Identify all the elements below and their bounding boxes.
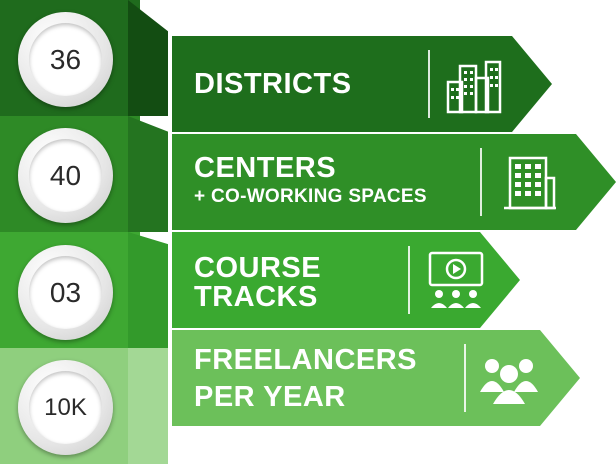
stat-title: FREELANCERS PER YEAR [194, 344, 418, 413]
stat-title: COURSE TRACKS [194, 252, 322, 313]
stat-title: CENTERS + CO-WORKING SPACES [194, 152, 427, 207]
fold-2 [128, 116, 168, 232]
divider [428, 50, 430, 118]
office-building-icon [504, 156, 556, 210]
stat-circle-1: 36 [18, 12, 113, 107]
fold-1 [128, 0, 168, 116]
people-group-icon [480, 359, 538, 404]
stat-title-line2: TRACKS [194, 281, 318, 313]
divider [480, 148, 482, 216]
stat-circle-4: 10K [18, 360, 113, 455]
stat-number: 40 [49, 159, 82, 191]
stat-title-line2: PER YEAR [194, 381, 346, 413]
video-class-icon [428, 251, 484, 308]
stat-subtitle: + CO-WORKING SPACES [194, 186, 427, 207]
fold-4 [128, 348, 168, 464]
ribbon-1: DISTRICTS [172, 36, 552, 132]
stat-circle-3: 03 [18, 245, 113, 340]
ribbon-4: FREELANCERS PER YEAR [172, 330, 580, 426]
stat-title: DISTRICTS [194, 68, 352, 100]
divider [464, 344, 466, 412]
fold-3 [128, 232, 168, 348]
divider [408, 246, 410, 314]
stat-number: 03 [49, 276, 82, 308]
stat-circle-2: 40 [18, 128, 113, 223]
stat-number: 36 [49, 43, 82, 75]
ribbon-2: CENTERS + CO-WORKING SPACES [172, 134, 616, 230]
ribbon-3: COURSE TRACKS [172, 232, 520, 328]
city-buildings-icon [446, 60, 502, 114]
stat-number: 10K [44, 393, 87, 421]
